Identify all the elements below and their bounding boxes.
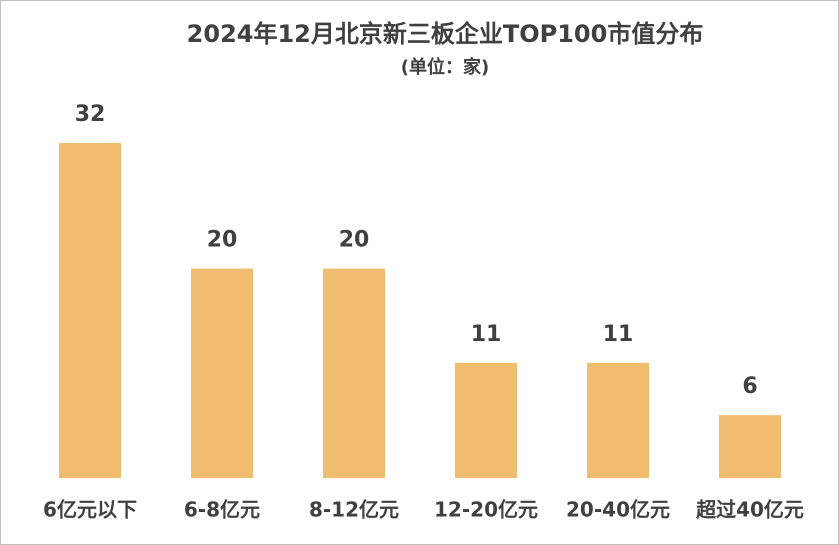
bar [323, 268, 385, 478]
data-label: 20 [339, 228, 370, 253]
chart-subtitle: (单位：家) [401, 56, 489, 78]
data-label: 6 [742, 374, 757, 399]
bar [59, 143, 121, 478]
data-label: 11 [471, 322, 502, 347]
x-tick-label: 20-40亿元 [566, 498, 670, 522]
bar [455, 362, 517, 478]
data-label: 32 [75, 102, 106, 127]
x-tick-label: 6-8亿元 [184, 498, 260, 522]
x-tick-label: 6亿元以下 [43, 498, 137, 522]
data-label: 20 [207, 228, 238, 253]
x-tick-label: 12-20亿元 [434, 498, 538, 522]
x-tick-label: 超过40亿元 [695, 498, 804, 522]
bar [191, 268, 253, 478]
bar [719, 415, 781, 478]
x-tick-label: 8-12亿元 [309, 498, 399, 522]
bar [587, 362, 649, 478]
data-label: 11 [603, 322, 634, 347]
chart-title: 2024年12月北京新三板企业TOP100市值分布 [187, 20, 704, 48]
